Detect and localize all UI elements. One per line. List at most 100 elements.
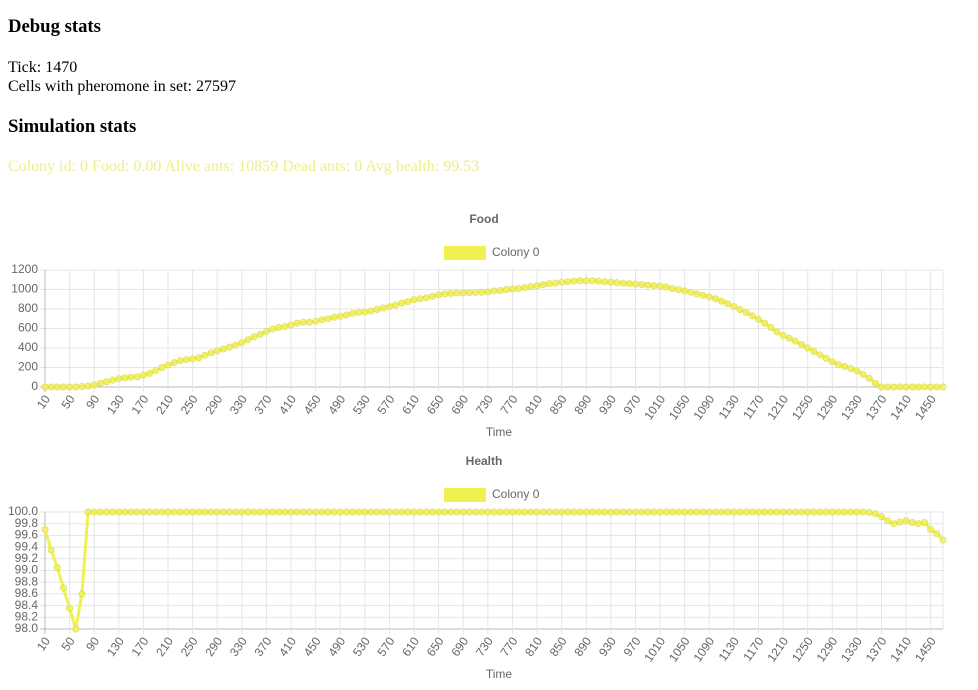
data-point <box>865 509 873 517</box>
data-point <box>638 281 646 289</box>
data-point <box>299 318 307 326</box>
x-tick-label: 730 <box>473 392 496 417</box>
data-point <box>748 312 756 320</box>
data-point <box>527 508 535 516</box>
data-point <box>213 508 221 516</box>
data-point <box>459 508 467 516</box>
data-point <box>379 304 387 312</box>
data-point <box>398 299 406 307</box>
x-tick-label: 290 <box>202 634 225 659</box>
data-point <box>478 508 486 516</box>
data-point <box>176 508 184 516</box>
data-point <box>490 287 498 295</box>
data-point <box>877 383 885 391</box>
data-point <box>841 363 849 371</box>
colony-text: Colony id: 0 Food: 0.00 Alive ants: 1085… <box>8 158 480 175</box>
data-point <box>293 319 301 327</box>
data-point <box>330 508 338 516</box>
data-point <box>392 301 400 309</box>
data-point <box>428 508 436 516</box>
data-point <box>927 526 935 534</box>
data-point <box>398 508 406 516</box>
data-point <box>871 379 879 387</box>
data-point <box>908 383 916 391</box>
data-point <box>269 325 277 333</box>
data-point <box>484 508 492 516</box>
x-tick-label: 930 <box>596 392 619 417</box>
data-point <box>521 284 529 292</box>
data-point <box>305 508 313 516</box>
data-point <box>847 508 855 516</box>
data-point <box>250 508 258 516</box>
data-point <box>816 351 824 359</box>
data-point <box>601 508 609 516</box>
data-point <box>447 508 455 516</box>
data-point <box>822 508 830 516</box>
data-point <box>675 508 683 516</box>
x-tick-label: 810 <box>522 392 545 417</box>
x-tick-label: 1130 <box>716 634 742 663</box>
data-point <box>552 279 560 287</box>
data-point <box>385 508 393 516</box>
data-point <box>428 292 436 300</box>
data-point <box>779 331 787 339</box>
data-point <box>877 513 885 521</box>
data-point <box>785 334 793 342</box>
x-tick-label: 250 <box>178 392 201 417</box>
x-tick-label: 850 <box>547 634 570 659</box>
x-tick-label: 690 <box>448 634 471 659</box>
data-point <box>822 354 830 362</box>
y-tick-label: 98.6 <box>15 586 39 600</box>
data-point <box>730 303 738 311</box>
data-point <box>293 508 301 516</box>
data-point <box>545 280 553 288</box>
data-point <box>244 508 252 516</box>
y-tick-label: 800 <box>18 301 38 315</box>
data-point <box>933 530 941 538</box>
data-point <box>939 536 947 544</box>
x-tick-label: 1290 <box>814 634 841 664</box>
data-point <box>613 508 621 516</box>
data-point <box>41 526 49 534</box>
data-point <box>404 508 412 516</box>
data-point <box>146 508 154 516</box>
data-point <box>675 286 683 293</box>
data-point <box>631 508 639 516</box>
data-point <box>896 383 904 391</box>
data-point <box>871 510 879 518</box>
x-tick-label: 170 <box>129 392 152 417</box>
cells-text: Cells with pheromone in set: 27597 <box>8 78 236 95</box>
data-point <box>379 508 387 516</box>
data-point <box>244 336 252 344</box>
data-point <box>53 383 61 391</box>
data-point <box>490 508 498 516</box>
x-axis-title: Time <box>486 425 513 439</box>
data-point <box>619 279 627 287</box>
data-point <box>754 508 762 516</box>
y-tick-label: 100.0 <box>8 504 38 518</box>
y-tick-label: 99.4 <box>15 539 39 553</box>
data-point <box>564 278 572 286</box>
data-point <box>53 564 61 572</box>
data-point <box>847 364 855 372</box>
data-point <box>324 315 332 323</box>
data-point <box>656 282 664 290</box>
data-point <box>921 519 929 527</box>
data-point <box>336 508 344 516</box>
data-point <box>342 508 350 516</box>
data-point <box>115 508 123 516</box>
data-point <box>404 298 412 306</box>
y-tick-label: 1200 <box>11 262 38 276</box>
data-point <box>767 508 775 516</box>
x-tick-label: 690 <box>448 392 471 417</box>
x-tick-label: 1370 <box>863 634 890 664</box>
x-tick-label: 1010 <box>641 634 668 664</box>
data-point <box>656 508 664 516</box>
data-point <box>269 508 277 516</box>
data-point <box>638 508 646 516</box>
data-point <box>201 351 209 359</box>
data-point <box>859 370 867 378</box>
data-point <box>539 281 547 289</box>
data-point <box>133 373 141 381</box>
data-point <box>601 278 609 286</box>
